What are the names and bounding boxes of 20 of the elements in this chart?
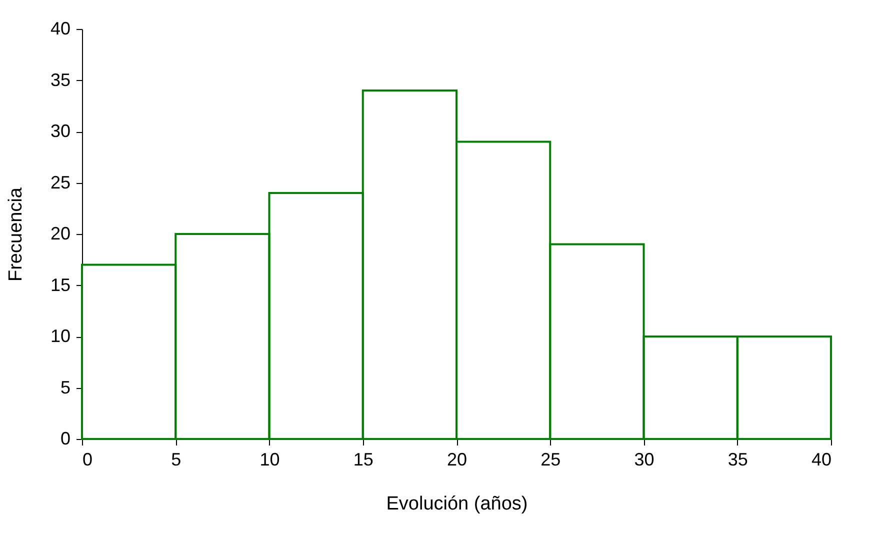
x-tick-label: 35	[728, 450, 748, 470]
x-tick-label: 0	[82, 450, 93, 470]
y-tick-label: 5	[60, 377, 70, 398]
y-tick-label: 40	[50, 18, 70, 38]
x-tick-label: 25	[540, 450, 561, 470]
x-tick-label: 40	[811, 450, 832, 470]
x-tick-label: 5	[171, 450, 182, 470]
y-tick-label: 35	[50, 70, 70, 90]
x-axis-title: Evolución (años)	[386, 494, 528, 514]
y-axis-title: Frecuencia	[5, 187, 26, 282]
y-tick-label: 25	[50, 172, 70, 192]
y-tick-label: 15	[50, 274, 70, 295]
x-tick-label: 20	[446, 450, 468, 470]
x-tick-label: 10	[260, 450, 280, 470]
y-tick-label: 10	[50, 326, 70, 346]
y-tick-label: 0	[60, 428, 70, 448]
y-tick-label: 20	[50, 224, 70, 244]
x-tick-label: 30	[634, 450, 654, 470]
x-tick-label: 15	[353, 450, 374, 470]
y-tick-label: 30	[50, 121, 70, 141]
